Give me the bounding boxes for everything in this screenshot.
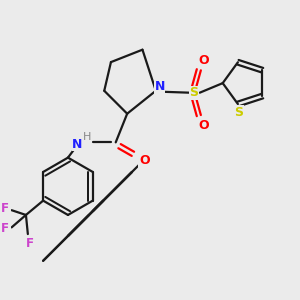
Text: O: O [198,119,209,132]
Text: N: N [72,138,83,151]
Text: F: F [1,222,9,235]
Text: H: H [83,132,91,142]
Text: S: S [234,106,243,119]
Text: F: F [1,202,9,215]
Text: O: O [139,154,150,167]
Text: N: N [154,80,165,94]
Text: F: F [26,237,34,250]
Text: S: S [190,86,199,99]
Text: O: O [198,54,209,67]
